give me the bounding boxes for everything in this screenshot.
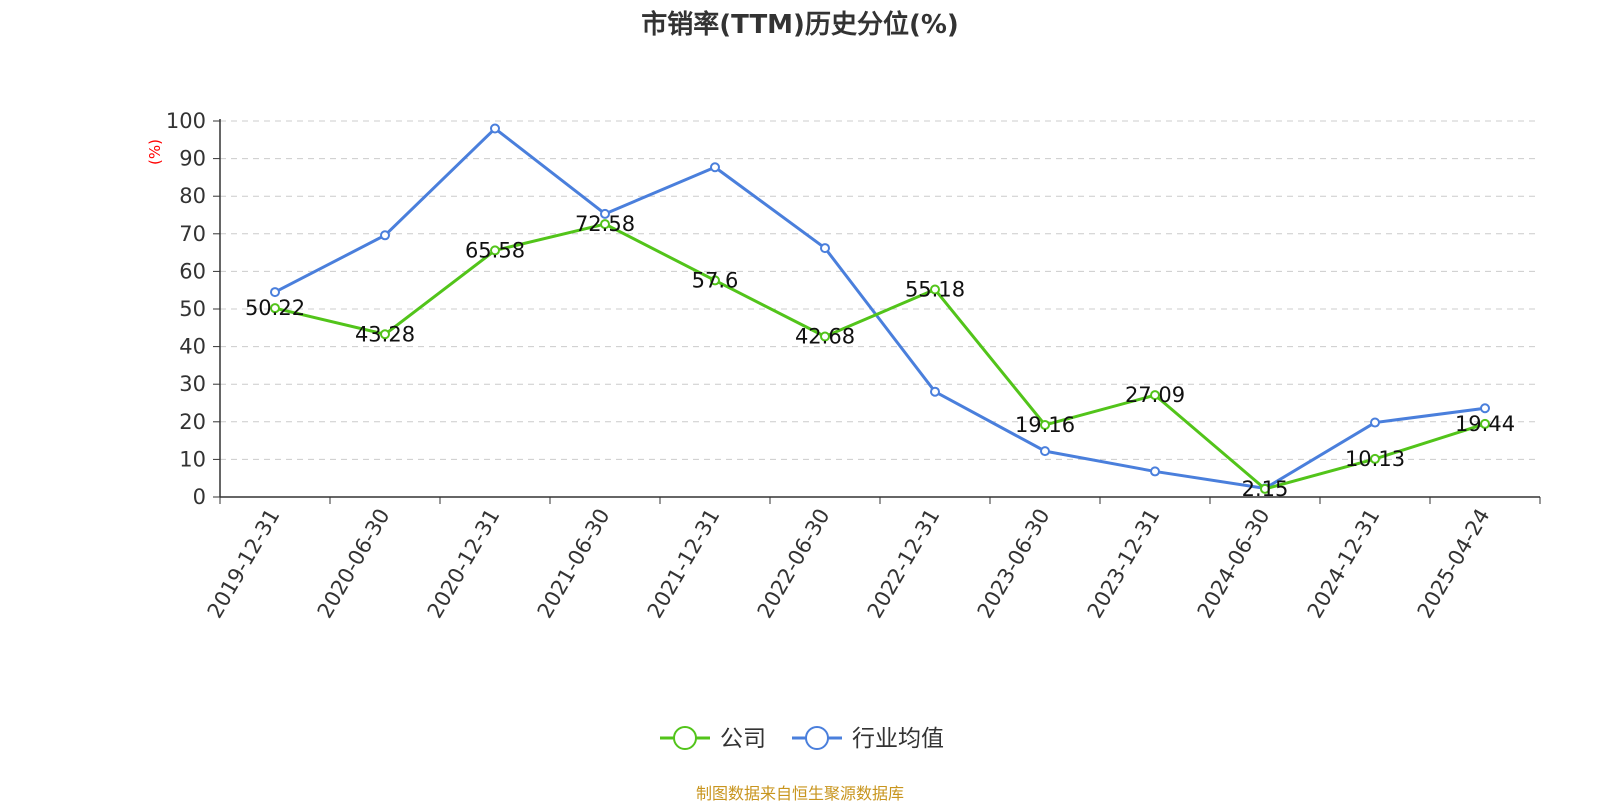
series-point-1[interactable] bbox=[710, 162, 720, 173]
y-tick-label: 0 bbox=[193, 485, 206, 509]
series-group bbox=[270, 123, 1490, 494]
x-tick-label: 2023-12-31 bbox=[1083, 505, 1165, 623]
series-line-1 bbox=[274, 127, 1486, 490]
x-tick-label: 2025-04-24 bbox=[1413, 505, 1495, 623]
y-axis: 0 10 20 30 40 50 60 70 80 90 100 bbox=[166, 109, 221, 509]
y-tick-label: 70 bbox=[179, 222, 206, 246]
data-label: 10.13 bbox=[1345, 447, 1405, 471]
legend-marker bbox=[673, 726, 697, 750]
y-tick-label: 60 bbox=[179, 259, 206, 283]
series-point-0[interactable] bbox=[490, 245, 500, 256]
data-label: 57.6 bbox=[692, 268, 739, 292]
x-tick-label: 2022-12-31 bbox=[863, 505, 945, 623]
x-tick-label: 2024-12-31 bbox=[1303, 505, 1385, 623]
series-line-0 bbox=[274, 222, 1486, 491]
x-tick-label: 2019-12-31 bbox=[203, 505, 285, 623]
data-label: 50.22 bbox=[245, 296, 305, 320]
series-point-1[interactable] bbox=[1150, 466, 1160, 477]
y-tick-label: 50 bbox=[179, 297, 206, 321]
series-point-0[interactable] bbox=[930, 284, 940, 295]
y-tick-label: 20 bbox=[179, 410, 206, 434]
x-tick-label: 2024-06-30 bbox=[1193, 505, 1275, 623]
legend: 公司 行业均值 bbox=[660, 726, 944, 752]
y-tick-label: 40 bbox=[179, 335, 206, 359]
series-point-0[interactable] bbox=[710, 275, 720, 286]
legend-label: 行业均值 bbox=[852, 726, 944, 752]
series-point-0[interactable] bbox=[380, 329, 390, 340]
data-label: 72.58 bbox=[575, 212, 635, 236]
series-point-0[interactable] bbox=[1260, 483, 1270, 494]
series-point-1[interactable] bbox=[600, 208, 610, 219]
x-axis: 2019-12-31 2020-06-30 2020-12-31 2021-06-30… bbox=[203, 496, 1541, 623]
x-tick-label: 2021-06-30 bbox=[533, 505, 615, 623]
series-point-1[interactable] bbox=[1480, 403, 1490, 414]
series-point-0[interactable] bbox=[1480, 418, 1490, 429]
series-point-0[interactable] bbox=[1370, 453, 1380, 464]
x-tick-label: 2023-06-30 bbox=[973, 505, 1055, 623]
line-chart: 0 10 20 30 40 50 60 70 80 90 100 2019-12-31 2020-06… bbox=[146, 109, 1541, 752]
series-point-0[interactable] bbox=[1040, 419, 1050, 430]
x-tick-label: 2022-06-30 bbox=[753, 505, 835, 623]
data-label: 27.09 bbox=[1125, 383, 1185, 407]
series-point-0[interactable] bbox=[820, 331, 830, 342]
chart-title: 市销率(TTM)历史分位(%) bbox=[641, 10, 959, 40]
y-tick-label: 80 bbox=[179, 184, 206, 208]
y-axis-unit: (%) bbox=[146, 139, 164, 165]
series-point-1[interactable] bbox=[820, 243, 830, 254]
data-label: 42.68 bbox=[795, 325, 855, 349]
x-tick-label: 2021-12-31 bbox=[643, 505, 725, 623]
series-point-1[interactable] bbox=[1370, 417, 1380, 428]
data-label: 55.18 bbox=[905, 278, 965, 302]
series-point-1[interactable] bbox=[1040, 446, 1050, 457]
data-label: 2.15 bbox=[1242, 477, 1289, 501]
series-point-1[interactable] bbox=[270, 287, 280, 298]
series-point-1[interactable] bbox=[380, 230, 390, 241]
y-tick-label: 100 bbox=[166, 109, 206, 133]
data-label: 19.16 bbox=[1015, 413, 1075, 437]
y-tick-label: 90 bbox=[179, 147, 206, 171]
legend-marker bbox=[805, 726, 829, 750]
x-tick-label: 2020-12-31 bbox=[423, 505, 505, 623]
series-point-1[interactable] bbox=[490, 123, 500, 134]
data-label: 19.44 bbox=[1455, 412, 1515, 436]
series-point-0[interactable] bbox=[270, 303, 280, 314]
data-label: 43.28 bbox=[355, 322, 415, 346]
series-point-1[interactable] bbox=[930, 386, 940, 397]
source-note: 制图数据来自恒生聚源数据库 bbox=[695, 784, 904, 803]
legend-item-0[interactable]: 公司 bbox=[660, 726, 766, 752]
grid-lines bbox=[220, 120, 1540, 460]
series-point-0[interactable] bbox=[1150, 390, 1160, 401]
legend-label: 公司 bbox=[720, 726, 766, 752]
legend-item-1[interactable]: 行业均值 bbox=[792, 726, 944, 752]
data-label: 65.58 bbox=[465, 238, 525, 262]
y-tick-label: 30 bbox=[179, 372, 206, 396]
y-tick-label: 10 bbox=[179, 447, 206, 471]
data-labels: 50.22 43.28 65.58 72.58 57.6 42.68 55.18 19.16 2… bbox=[245, 212, 1515, 501]
x-tick-label: 2020-06-30 bbox=[313, 505, 395, 623]
series-point-0[interactable] bbox=[600, 219, 610, 230]
